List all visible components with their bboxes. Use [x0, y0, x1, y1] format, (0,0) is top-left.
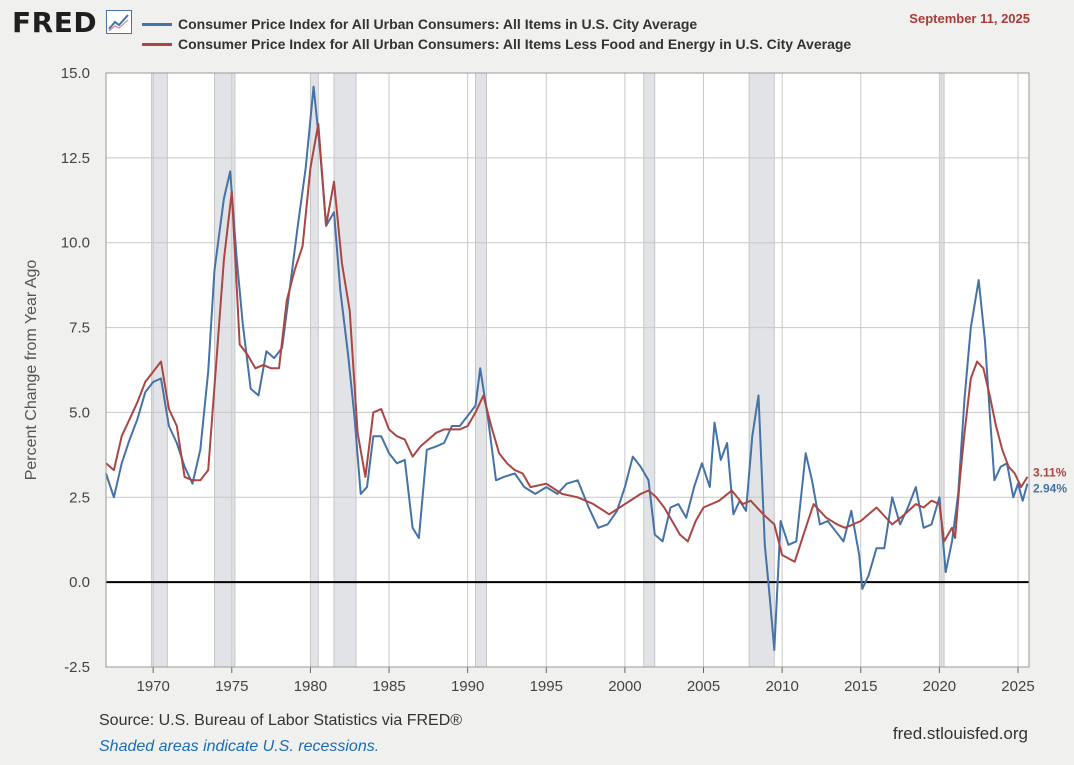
fred-logo[interactable]: FRED	[12, 6, 98, 39]
series-end-label: 3.11%	[1033, 465, 1067, 479]
legend-item-all-items[interactable]: Consumer Price Index for All Urban Consu…	[142, 14, 851, 34]
legend-label-core: Consumer Price Index for All Urban Consu…	[178, 36, 852, 52]
x-tick-label: 1980	[294, 678, 327, 695]
x-tick-label: 2000	[608, 678, 641, 695]
chart-header: FRED Consumer Price Index for All Urban …	[0, 0, 1074, 60]
line-chart-icon	[106, 10, 132, 34]
x-tick-label: 1970	[136, 678, 169, 695]
chart-date: September 11, 2025	[909, 11, 1030, 26]
x-tick-label: 2005	[687, 678, 720, 695]
y-tick-label: 5.0	[69, 404, 90, 421]
chart-plot: 15.0 12.5 10.0 7.5 5.0 2.5 0.0 -2.5 1970 1975 1980…	[61, 65, 1068, 695]
y-tick-label: 0.0	[69, 574, 90, 591]
plot-border	[105, 72, 1030, 668]
y-tick-label: 15.0	[61, 65, 90, 82]
y-tick-label: -2.5	[64, 659, 90, 676]
y-tick-label: 2.5	[69, 489, 90, 506]
chart-legend: Consumer Price Index for All Urban Consu…	[142, 14, 851, 54]
x-tick-label: 1995	[530, 678, 563, 695]
recession-note: Shaded areas indicate U.S. recessions.	[99, 738, 380, 755]
site-link[interactable]: fred.stlouisfed.org	[892, 724, 1028, 743]
series-end-label: 2.94%	[1033, 481, 1067, 495]
x-tick-label: 1990	[451, 678, 484, 695]
plot-background	[106, 73, 1029, 667]
y-axis-label: Percent Change from Year Ago	[23, 259, 40, 481]
legend-swatch-red	[142, 42, 172, 46]
recession-band-6	[748, 72, 775, 668]
x-tick-label: 1985	[372, 678, 405, 695]
y-tick-label: 10.0	[61, 235, 90, 252]
legend-swatch-blue	[142, 22, 172, 26]
y-tick-label: 12.5	[61, 150, 90, 167]
x-tick-label: 2015	[844, 678, 877, 695]
legend-label-all-items: Consumer Price Index for All Urban Consu…	[178, 16, 698, 32]
source-note: Source: U.S. Bureau of Labor Statistics …	[99, 712, 463, 729]
recession-band-7	[940, 72, 945, 668]
x-tick-label: 2010	[765, 678, 798, 695]
series-line-core	[105, 122, 1029, 563]
y-tick-label: 7.5	[69, 320, 90, 337]
legend-item-core[interactable]: Consumer Price Index for All Urban Consu…	[142, 34, 851, 54]
x-tick-label: 2025	[1001, 678, 1034, 695]
x-tick-label: 1975	[215, 678, 248, 695]
recession-band-5	[643, 72, 656, 668]
x-tick-label: 2020	[923, 678, 956, 695]
